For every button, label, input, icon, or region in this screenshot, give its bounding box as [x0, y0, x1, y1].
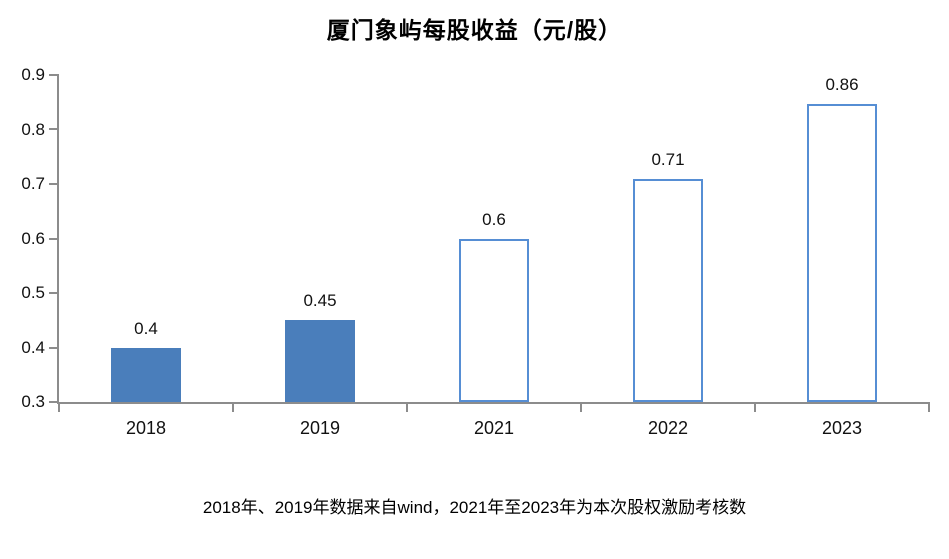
- bar-2021: [459, 238, 529, 402]
- x-axis-tick: [232, 402, 234, 412]
- y-axis-tick: [49, 346, 59, 349]
- x-axis-tick: [580, 402, 582, 412]
- y-axis-label-0.4: 0.4: [21, 337, 45, 357]
- x-axis-label-2022: 2022: [647, 418, 689, 438]
- y-axis-label-0.7: 0.7: [21, 174, 45, 193]
- x-axis-tick: [928, 402, 930, 412]
- bar-value-label: 0.4: [134, 318, 158, 338]
- y-axis-tick: [49, 128, 59, 131]
- bar-group-2019: 0.45: [233, 75, 407, 402]
- plot-area: 0.4 0.45 0.6 0.71 0.86 2018 2019 2021 2022 2023: [49, 74, 930, 438]
- y-axis-label-0.9: 0.9: [21, 65, 45, 84]
- x-axis-tick: [58, 402, 60, 412]
- bar-2022: [633, 178, 703, 402]
- x-axis-label-2019: 2019: [299, 418, 341, 438]
- bar-2019: [285, 320, 355, 402]
- y-axis-tick: [49, 74, 59, 76]
- bar-group-2023: 0.86: [755, 75, 929, 402]
- bar-2018: [111, 347, 181, 402]
- chart-footnote: 2018年、2019年数据来自wind，2021年至2023年为本次股权激励考核…: [202, 498, 747, 517]
- y-axis-tick: [49, 401, 59, 403]
- x-axis-tick: [406, 402, 408, 412]
- y-axis-label-0.3: 0.3: [21, 392, 45, 411]
- bar-series: 0.4 0.45 0.6 0.71 0.86: [59, 75, 929, 402]
- bar-group-2021: 0.6: [407, 75, 581, 402]
- bar-value-label: 0.45: [303, 291, 337, 311]
- y-axis-label-0.8: 0.8: [21, 119, 45, 139]
- bar-value-label: 0.86: [825, 75, 859, 94]
- bar-value-label: 0.71: [651, 149, 685, 169]
- y-axis-tick: [49, 291, 59, 294]
- bar-group-2018: 0.4: [59, 75, 233, 402]
- bar-group-2022: 0.71: [581, 75, 755, 402]
- y-axis-label-0.5: 0.5: [21, 283, 45, 302]
- x-axis-label-2018: 2018: [125, 418, 167, 438]
- y-axis-tick: [49, 237, 59, 240]
- x-axis-label-2021: 2021: [473, 418, 515, 438]
- x-axis-label-2023: 2023: [821, 418, 863, 438]
- bar-2023: [807, 104, 877, 402]
- y-axis-labels: 0.3 0.4 0.5 0.6 0.7 0.8 0.9: [0, 65, 45, 411]
- y-axis-tick: [49, 182, 59, 185]
- bar-value-label: 0.6: [482, 209, 506, 229]
- x-axis-tick: [754, 402, 756, 412]
- chart-title: 厦门象屿每股收益（元/股）: [326, 17, 623, 43]
- y-axis-label-0.6: 0.6: [21, 228, 45, 248]
